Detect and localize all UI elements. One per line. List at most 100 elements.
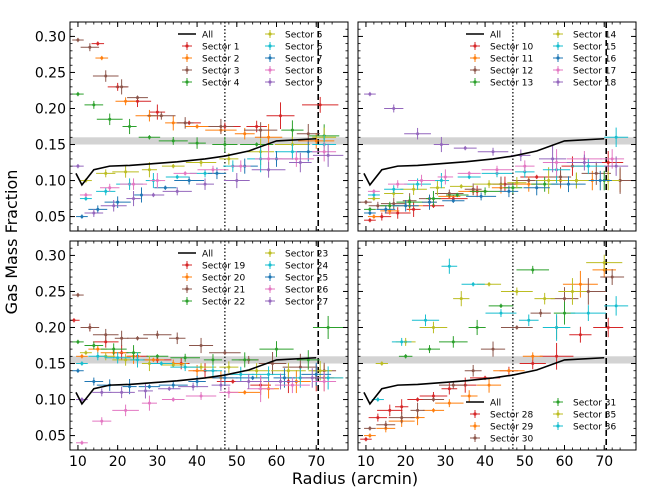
data-point <box>412 207 416 211</box>
data-point <box>392 202 396 206</box>
data-point <box>400 405 404 409</box>
legend-label: Sector 14 <box>573 31 617 41</box>
data-point <box>223 143 227 147</box>
data-point <box>368 426 372 430</box>
data-point <box>507 189 511 193</box>
data-point <box>392 106 396 110</box>
data-point <box>392 187 396 191</box>
legend-label: All <box>490 399 501 409</box>
legend-label: Sector 24 <box>285 262 329 272</box>
data-point <box>96 207 100 211</box>
legend-handle-point <box>268 68 272 72</box>
data-point <box>275 347 279 351</box>
data-point <box>392 192 396 196</box>
reference-band <box>70 137 348 145</box>
data-point <box>175 189 179 193</box>
data-point <box>459 184 463 188</box>
data-point <box>72 318 76 322</box>
data-point <box>227 390 231 394</box>
data-point <box>247 380 251 384</box>
data-point <box>92 103 96 107</box>
legend-handle-point <box>268 251 272 255</box>
panel-frame <box>69 21 349 232</box>
data-point <box>491 347 495 351</box>
data-point <box>171 363 175 367</box>
series-sector-11 <box>367 169 636 219</box>
data-point <box>555 354 559 358</box>
data-point <box>547 179 551 183</box>
data-point <box>163 186 167 190</box>
data-point <box>551 157 555 161</box>
data-point <box>203 171 207 175</box>
data-point <box>112 347 116 351</box>
data-point <box>531 354 535 358</box>
data-point <box>479 194 483 198</box>
x-tick-label: 40 <box>476 454 494 470</box>
data-point <box>507 369 511 373</box>
data-point <box>199 344 203 347</box>
legend: All Sector 28 Sector 29 Sector 30 Sector 31 S… <box>466 398 617 445</box>
legend-label: Sector 15 <box>573 43 616 53</box>
data-point <box>412 187 416 191</box>
data-point <box>431 394 435 398</box>
legend-handle-point <box>268 263 272 267</box>
legend-handle-point <box>556 424 560 428</box>
legend-handle-point <box>473 44 477 48</box>
panels-group: 0.05 0.10 0.15 0.20 0.25 0.30 All Sector 1 Secto… <box>35 21 637 470</box>
panel-frame <box>69 240 349 451</box>
data-point <box>215 171 219 175</box>
legend-handle-point <box>556 412 560 416</box>
data-point <box>278 114 282 118</box>
data-point <box>155 354 159 358</box>
panel-frame <box>357 21 637 232</box>
data-point <box>372 193 376 197</box>
data-point <box>396 211 400 215</box>
data-point <box>499 304 503 308</box>
all-line <box>363 137 605 187</box>
legend-handle-point <box>473 80 477 84</box>
data-point <box>195 369 199 373</box>
legend-label: Sector 25 <box>285 274 328 284</box>
data-point <box>120 85 124 89</box>
legend-label: Sector 12 <box>490 67 533 77</box>
y-tick-label: 0.15 <box>35 357 66 373</box>
data-point <box>408 200 412 204</box>
legend-handle-point <box>185 44 189 48</box>
data-point <box>499 311 503 315</box>
series-sector-23 <box>79 350 333 381</box>
data-point <box>368 211 372 215</box>
data-point <box>80 354 84 358</box>
data-point <box>431 197 435 201</box>
legend-handle-point <box>185 299 189 303</box>
data-point <box>404 354 408 358</box>
data-point <box>136 99 140 103</box>
series-sector-7 <box>76 141 320 219</box>
data-point <box>388 204 392 208</box>
data-point <box>543 182 547 186</box>
data-point <box>124 408 128 412</box>
data-point <box>259 387 263 391</box>
data-point <box>306 358 310 362</box>
data-point <box>239 164 243 168</box>
data-point <box>439 179 443 183</box>
data-point <box>495 168 499 172</box>
legend-label: Sector 27 <box>285 298 328 308</box>
data-point <box>76 38 80 42</box>
data-point <box>380 215 384 219</box>
data-point <box>483 189 487 193</box>
x-tick-label: 20 <box>397 454 415 470</box>
data-point <box>487 383 491 387</box>
y-tick-label: 0.30 <box>35 29 66 45</box>
data-point <box>151 193 155 197</box>
data-point <box>467 394 471 398</box>
legend-label: Sector 20 <box>202 274 246 284</box>
data-point <box>471 187 475 191</box>
data-point <box>618 179 622 183</box>
data-point <box>487 182 491 186</box>
data-point <box>459 297 463 301</box>
data-point <box>76 92 80 96</box>
data-point <box>527 182 531 186</box>
data-point <box>139 193 143 197</box>
data-point <box>255 125 259 128</box>
series-sector-8 <box>79 141 337 198</box>
